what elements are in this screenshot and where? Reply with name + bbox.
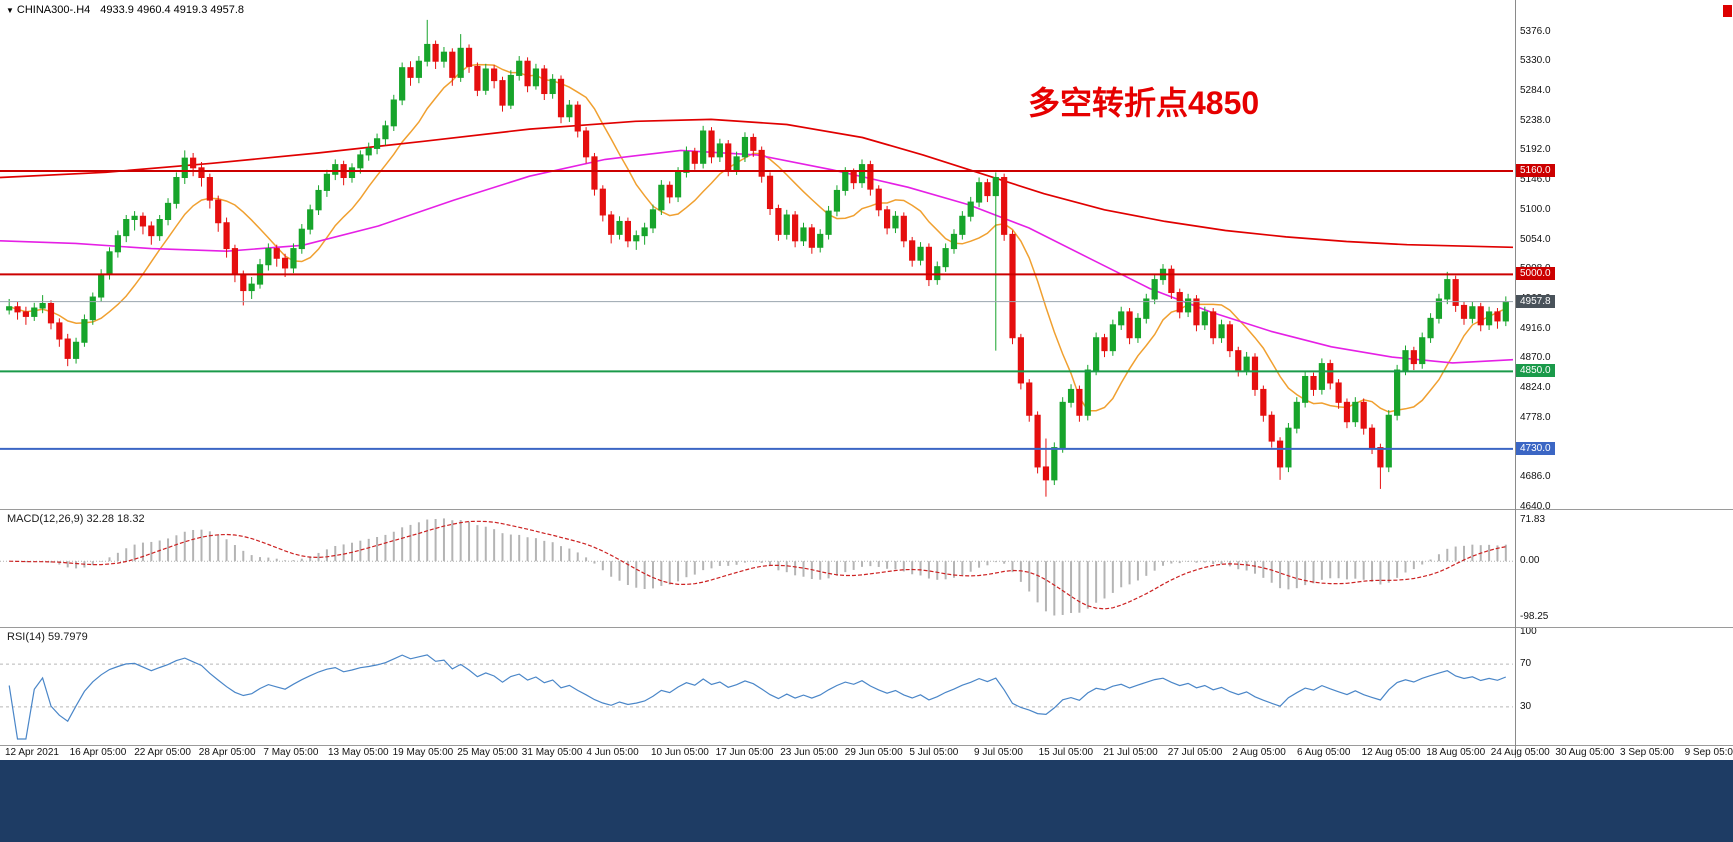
macd-panel[interactable] xyxy=(0,510,1515,627)
price-tag-5000.0: 5000.0 xyxy=(1516,267,1555,281)
time-axis-label: 25 May 05:00 xyxy=(457,747,518,758)
time-axis-label: 13 May 05:00 xyxy=(328,747,389,758)
time-axis-separator xyxy=(0,745,1733,746)
time-axis-label: 21 Jul 05:00 xyxy=(1103,747,1158,758)
price-axis-label: 4916.0 xyxy=(1520,322,1551,334)
price-tag-4730.0: 4730.0 xyxy=(1516,441,1555,455)
time-axis-label: 6 Aug 05:00 xyxy=(1297,747,1351,758)
time-axis-label: 27 Jul 05:00 xyxy=(1167,747,1223,758)
price-axis-label: 4778.0 xyxy=(1520,411,1551,423)
price-axis-label: 5238.0 xyxy=(1520,114,1551,126)
price-axis-label: 5146.0 xyxy=(1520,174,1551,186)
time-axis-label: 19 May 05:00 xyxy=(392,747,454,758)
time-axis-label: 2 Aug 05:00 xyxy=(1232,747,1286,758)
price-axis-label: 4870.0 xyxy=(1520,352,1551,364)
price-tag-5160.0: 5160.0 xyxy=(1516,164,1555,178)
rsi-panel[interactable] xyxy=(0,628,1515,745)
price-axis-label: 5054.0 xyxy=(1520,233,1551,245)
corner-marker-icon xyxy=(1723,5,1732,17)
main-chart[interactable] xyxy=(0,0,1515,509)
time-axis-label: 30 Aug 05:00 xyxy=(1555,747,1615,758)
rsi-axis-label: 30 xyxy=(1520,700,1532,712)
macd-axis-label: -98.25 xyxy=(1520,611,1549,623)
time-axis-label: 17 Jun 05:00 xyxy=(715,747,774,758)
axis-separator xyxy=(1515,0,1516,758)
price-axis-label: 5330.0 xyxy=(1520,55,1551,67)
rsi-axis-label: 100 xyxy=(1520,626,1537,637)
macd-axis-label: 0.00 xyxy=(1520,555,1540,567)
price-axis-label: 5100.0 xyxy=(1520,203,1551,215)
time-axis-label: 3 Sep 05:00 xyxy=(1620,747,1674,758)
symbol-info-bar: ▼ CHINA300-.H4 4933.9 4960.4 4919.3 4957.8 xyxy=(6,4,244,16)
time-axis-label: 7 May 05:00 xyxy=(263,747,319,758)
bottom-bar xyxy=(0,760,1733,842)
time-axis-label: 15 Jul 05:00 xyxy=(1038,747,1094,758)
time-axis-label: 5 Jul 05:00 xyxy=(909,747,959,758)
time-axis-label: 4 Jun 05:00 xyxy=(586,747,639,758)
time-axis-label: 22 Apr 05:00 xyxy=(134,747,191,758)
price-axis-label: 4824.0 xyxy=(1520,382,1551,394)
current-price-tag: 4957.8 xyxy=(1516,294,1555,308)
price-axis-label: 4640.0 xyxy=(1520,501,1551,512)
time-axis-label: 9 Jul 05:00 xyxy=(974,747,1023,758)
time-axis-label: 16 Apr 05:00 xyxy=(69,747,127,758)
time-axis-label: 23 Jun 05:00 xyxy=(780,747,839,758)
time-axis-label: 24 Aug 05:00 xyxy=(1490,747,1550,758)
time-axis-label: 18 Aug 05:00 xyxy=(1426,747,1486,758)
symbol-dropdown-arrow-icon[interactable]: ▼ xyxy=(6,6,14,15)
price-axis[interactable]: 5160.0 5000.0 4850.0 4730.0 4957.8 5376.0 5330… xyxy=(1515,0,1733,758)
chart-annotation-text: 多空转折点4850 xyxy=(1028,85,1260,121)
time-axis-label: 12 Aug 05:00 xyxy=(1361,747,1421,758)
macd-axis-label: 71.83 xyxy=(1520,514,1546,526)
price-axis-label: 5376.0 xyxy=(1520,25,1551,37)
symbol-name: CHINA300-.H4 xyxy=(16,4,91,16)
symbol-ohlc-values: 4933.9 4960.4 4919.3 4957.8 xyxy=(100,4,245,16)
price-tag-4850.0: 4850.0 xyxy=(1516,364,1555,378)
time-axis-label: 31 May 05:00 xyxy=(521,747,583,758)
time-axis-label: 12 Apr 2021 xyxy=(5,747,59,758)
time-axis-label: 9 Sep 05:00 xyxy=(1684,747,1733,758)
price-axis-label: 5284.0 xyxy=(1520,84,1551,96)
rsi-axis-label: 70 xyxy=(1520,658,1532,670)
price-axis-label: 4686.0 xyxy=(1520,471,1551,483)
time-axis-label: 29 Jun 05:00 xyxy=(844,747,903,758)
time-axis-label: 28 Apr 05:00 xyxy=(198,747,256,758)
panel-separator-macd[interactable] xyxy=(0,509,1733,510)
price-axis-label: 5192.0 xyxy=(1520,144,1551,156)
time-axis-label: 10 Jun 05:00 xyxy=(651,747,709,758)
panel-separator-rsi[interactable] xyxy=(0,627,1733,628)
rsi-label: RSI(14) 59.7979 xyxy=(7,631,88,643)
time-axis[interactable]: 12 Apr 2021 16 Apr 05:00 22 Apr 05:00 28 Ap… xyxy=(0,747,1733,760)
macd-label: MACD(12,26,9) 32.28 18.32 xyxy=(7,513,145,525)
